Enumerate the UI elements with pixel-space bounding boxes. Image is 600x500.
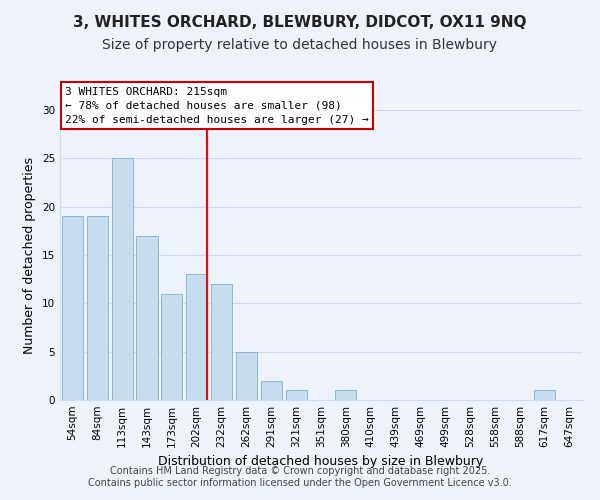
Bar	[161, 294, 182, 400]
Bar	[335, 390, 356, 400]
Bar	[236, 352, 257, 400]
Text: 3 WHITES ORCHARD: 215sqm
← 78% of detached houses are smaller (98)
22% of semi-d: 3 WHITES ORCHARD: 215sqm ← 78% of detach…	[65, 87, 369, 125]
Bar	[186, 274, 207, 400]
Text: Size of property relative to detached houses in Blewbury: Size of property relative to detached ho…	[103, 38, 497, 52]
Bar	[112, 158, 133, 400]
Y-axis label: Number of detached properties: Number of detached properties	[23, 156, 37, 354]
Bar	[286, 390, 307, 400]
Bar	[534, 390, 555, 400]
Bar	[87, 216, 108, 400]
X-axis label: Distribution of detached houses by size in Blewbury: Distribution of detached houses by size …	[158, 456, 484, 468]
Bar	[261, 380, 282, 400]
Bar	[136, 236, 158, 400]
Text: 3, WHITES ORCHARD, BLEWBURY, DIDCOT, OX11 9NQ: 3, WHITES ORCHARD, BLEWBURY, DIDCOT, OX1…	[73, 15, 527, 30]
Text: Contains HM Land Registry data © Crown copyright and database right 2025.
Contai: Contains HM Land Registry data © Crown c…	[88, 466, 512, 487]
Bar	[211, 284, 232, 400]
Bar	[62, 216, 83, 400]
